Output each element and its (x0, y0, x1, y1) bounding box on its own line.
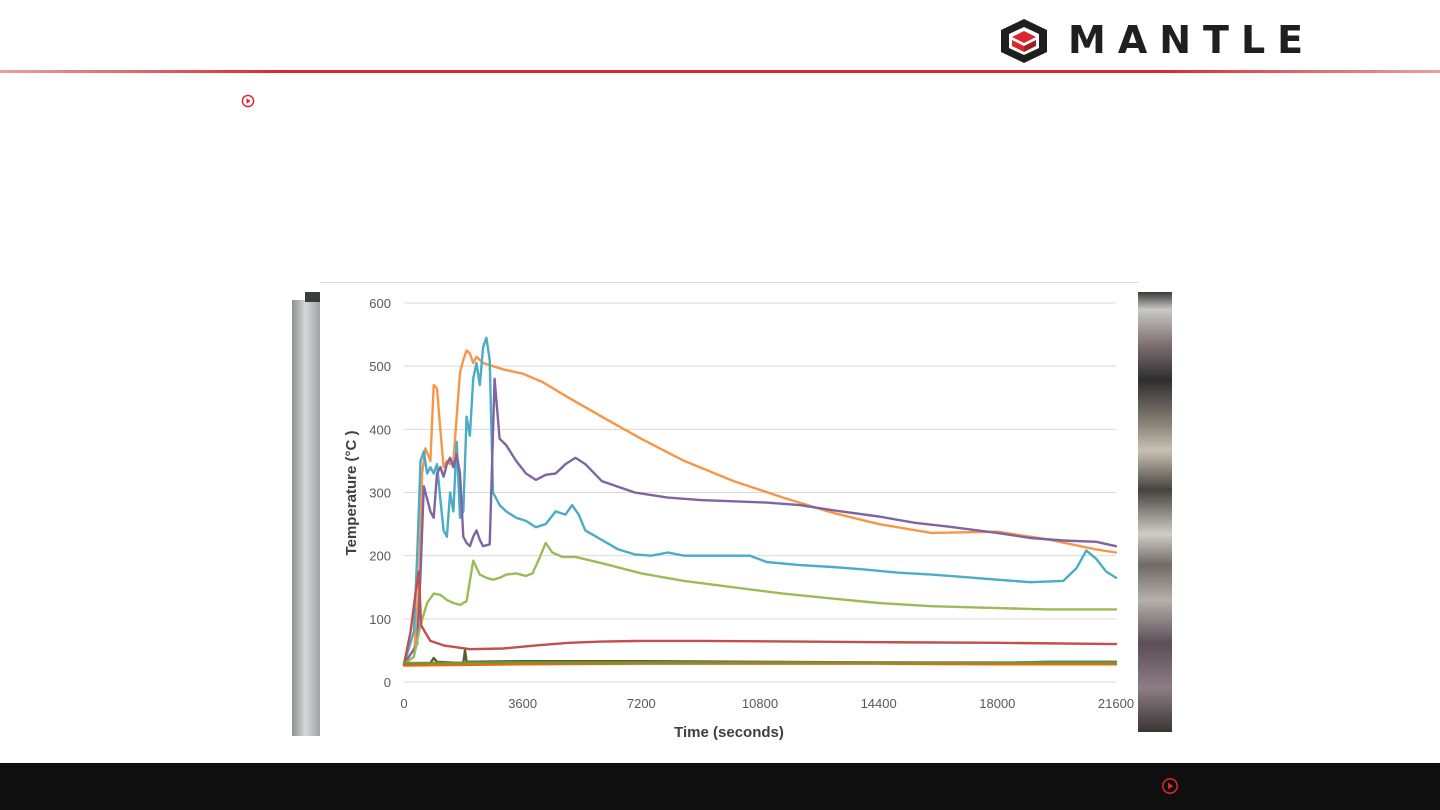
series-line-1 (402, 349, 1118, 666)
background-photo-left-edge (305, 292, 322, 302)
circle-arrow-right-icon[interactable] (1161, 777, 1179, 795)
y-tick-label: 0 (384, 675, 391, 690)
background-photo-left (292, 300, 322, 736)
chart-canvas: 0 100 200 300 400 500 600 0 3600 7200 10800 14400 1… (343, 296, 1134, 741)
y-axis-label: Temperature (°C ) (343, 431, 360, 556)
y-tick-label: 600 (369, 296, 391, 311)
header-divider (0, 70, 1440, 73)
series-line-8 (402, 661, 1118, 665)
x-axis-label: Time (seconds) (674, 724, 784, 741)
x-tick-label: 0 (400, 696, 407, 711)
series-line-2 (402, 336, 1118, 666)
x-tick-label: 18000 (979, 696, 1015, 711)
series-line-5 (402, 570, 1118, 666)
x-tick-label: 10800 (742, 696, 778, 711)
footer-bar (0, 763, 1440, 810)
x-tick-label: 14400 (861, 696, 897, 711)
y-tick-labels: 0 100 200 300 400 500 600 (369, 296, 391, 690)
series-line-7 (402, 662, 1118, 667)
x-tick-label: 21600 (1098, 696, 1134, 711)
y-tick-label: 400 (369, 422, 391, 437)
background-photo-right (1138, 292, 1172, 732)
series-line-4 (402, 541, 1118, 666)
x-tick-label: 3600 (508, 696, 537, 711)
y-tick-label: 500 (369, 359, 391, 374)
mantle-logo: MANTLE (998, 18, 1362, 64)
chart-gridlines (404, 302, 1116, 683)
circle-arrow-right-icon (241, 94, 255, 108)
x-tick-labels: 0 3600 7200 10800 14400 18000 21600 (400, 696, 1134, 711)
series-line-3 (402, 377, 1118, 666)
x-tick-label: 7200 (627, 696, 656, 711)
temperature-chart: 0 100 200 300 400 500 600 0 3600 7200 10800 14400 1… (320, 282, 1138, 743)
y-tick-label: 300 (369, 486, 391, 501)
y-tick-label: 100 (369, 612, 391, 627)
brand-name: MANTLE (1068, 18, 1316, 62)
hexagon-cube-logo-icon (1001, 19, 1047, 63)
chart-series (402, 336, 1118, 667)
y-tick-label: 200 (369, 549, 391, 564)
